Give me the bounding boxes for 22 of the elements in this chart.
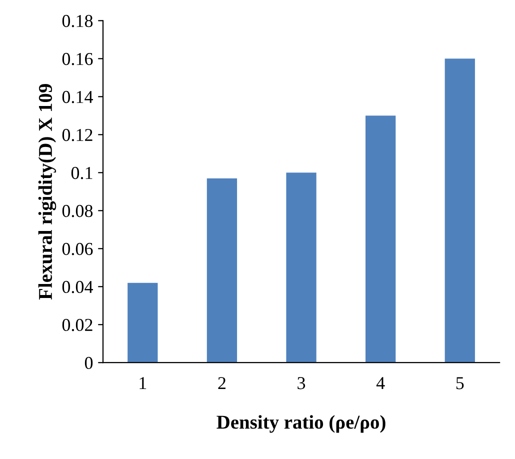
y-tick-label: 0.08	[62, 204, 93, 218]
x-tick-label: 1	[140, 377, 146, 390]
y-tick-label: 0.1	[71, 166, 92, 180]
y-tick-label: 0.14	[62, 90, 93, 104]
y-tick-label: 0.04	[62, 280, 93, 294]
x-axis-title: Density ratio (ρe/ρo)	[216, 415, 386, 433]
bar	[444, 58, 475, 363]
x-tick-label: 5	[456, 377, 464, 390]
y-tick-label: 0.18	[62, 14, 93, 28]
y-tick-label: 0.16	[62, 52, 93, 66]
y-axis-title: Flexural rigidity(D) X 109	[38, 84, 56, 300]
bar	[206, 178, 238, 363]
y-tick-label: 0.02	[62, 318, 92, 332]
x-tick-label: 3	[298, 377, 306, 390]
bar	[286, 172, 316, 363]
x-tick-label: 4	[376, 377, 385, 390]
bar	[366, 116, 396, 363]
bar	[128, 282, 158, 363]
x-tick-label: 2	[218, 377, 226, 390]
y-tick-label: 0.12	[62, 128, 92, 142]
y-tick-label: 0.06	[62, 242, 93, 256]
y-tick-label: 0	[84, 356, 93, 370]
